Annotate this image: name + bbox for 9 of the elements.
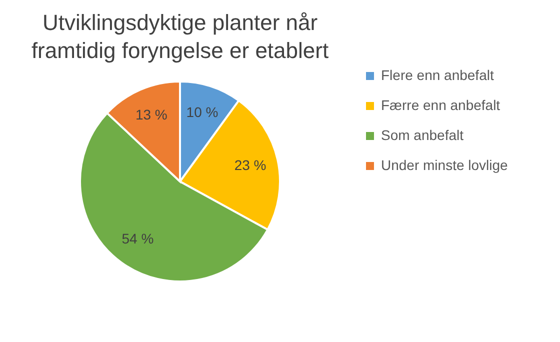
legend-label: Flere enn anbefalt bbox=[381, 67, 494, 83]
data-label: 13 % bbox=[135, 106, 168, 122]
data-label: 10 % bbox=[186, 104, 218, 120]
legend-label: Som anbefalt bbox=[381, 127, 464, 143]
chart-title: Utviklingsdyktige planter når framtidig foryngelse er etablert bbox=[31, 10, 329, 63]
legend-label: Under minste lovlige bbox=[381, 157, 508, 173]
data-label: 23 % bbox=[234, 156, 266, 173]
legend-label: Færre enn anbefalt bbox=[381, 97, 500, 113]
data-label: 54 % bbox=[122, 230, 154, 247]
